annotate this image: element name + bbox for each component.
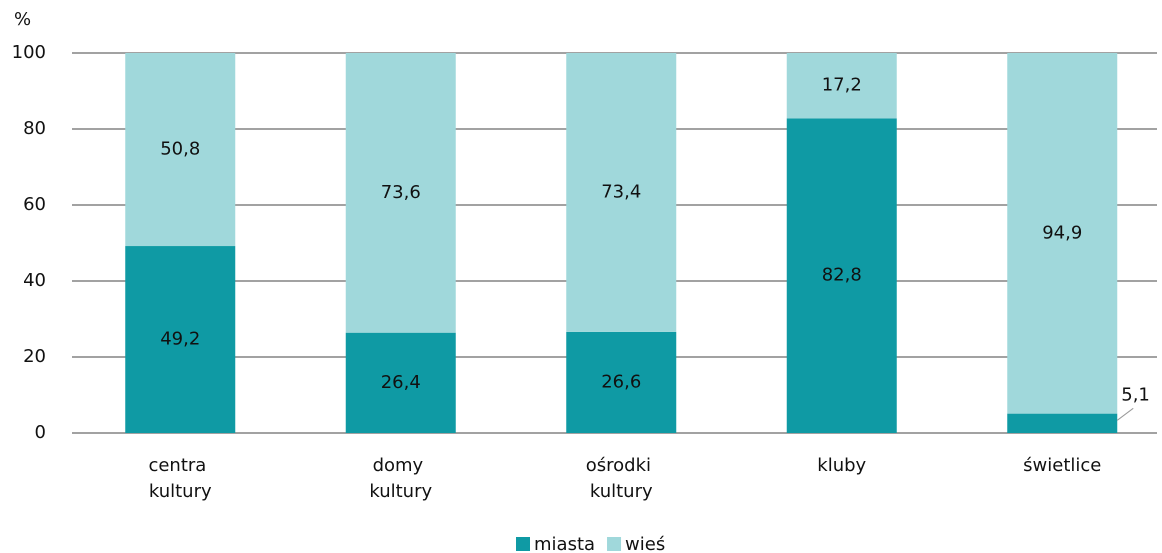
- bar-segment: [566, 331, 677, 433]
- leader-line: [1116, 407, 1134, 421]
- data-label: 17,2: [822, 75, 862, 96]
- bar-segment: [786, 53, 897, 119]
- x-tick-label: ośrodki kultury: [586, 455, 657, 502]
- y-tick-label: 60: [23, 194, 46, 215]
- y-axis-unit: %: [14, 9, 31, 30]
- bar-segment: [345, 332, 456, 433]
- y-tick-label: 100: [12, 42, 46, 63]
- data-label: 73,6: [381, 182, 421, 203]
- bar-segment: [345, 53, 456, 333]
- bar-segment: [786, 118, 897, 434]
- legend-label: wieś: [625, 534, 665, 553]
- legend-swatch: [607, 537, 622, 551]
- data-label: 49,2: [160, 329, 200, 350]
- data-label: 50,8: [160, 139, 200, 160]
- bar-segment: [1007, 53, 1118, 414]
- data-label: 73,4: [601, 181, 641, 202]
- bar-segment: [125, 53, 236, 247]
- legend-swatch: [516, 537, 530, 551]
- x-tick-label: centra kultury: [148, 455, 212, 502]
- data-label: 26,6: [601, 371, 641, 392]
- y-tick-label: 0: [35, 422, 46, 443]
- bar-segment: [566, 53, 677, 332]
- y-tick-label: 20: [23, 346, 46, 367]
- bar-segment: [125, 246, 236, 433]
- data-label: 94,9: [1042, 222, 1082, 243]
- x-tick-label: kluby: [817, 455, 866, 476]
- y-tick-label: 80: [23, 118, 46, 139]
- data-label: 5,1: [1121, 384, 1150, 405]
- data-label: 82,8: [822, 265, 862, 286]
- x-tick-label: świetlice: [1023, 455, 1101, 476]
- x-tick-label: domy kultury: [369, 455, 432, 502]
- legend-label: miasta: [534, 534, 595, 553]
- y-tick-label: 40: [23, 270, 46, 291]
- bar-segment: [1007, 413, 1118, 433]
- data-label: 26,4: [381, 372, 421, 393]
